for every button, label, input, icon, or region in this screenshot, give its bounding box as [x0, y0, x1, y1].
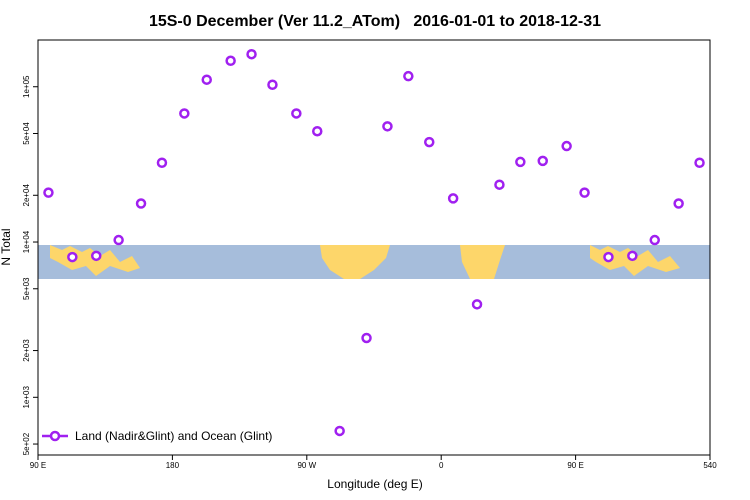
point	[334, 425, 345, 437]
x-tick-label: 180	[166, 461, 180, 470]
point	[447, 193, 459, 204]
y-tick-label: 2e+03	[22, 339, 31, 362]
y-tick-label: 1e+04	[22, 230, 31, 253]
x-tick-label: 90 W	[297, 461, 316, 470]
x-tick-label: 90 E	[567, 461, 583, 470]
point	[156, 157, 168, 168]
x-tick-label: 90 E	[30, 461, 46, 470]
y-tick-label: 5e+04	[22, 122, 31, 145]
point	[382, 121, 393, 132]
plot-frame	[37, 39, 711, 456]
point	[694, 157, 705, 168]
legend-label: Land (Nadir&Glint) and Ocean (Glint)	[75, 429, 272, 443]
point	[179, 108, 190, 119]
point	[361, 332, 372, 344]
point	[515, 156, 526, 168]
y-tick-label: 5e+03	[22, 277, 31, 300]
point	[113, 234, 124, 246]
point	[267, 79, 278, 90]
y-tick-label: 5e+02	[22, 432, 31, 455]
y-axis-label: N Total	[0, 228, 13, 265]
point	[537, 155, 548, 167]
point	[312, 125, 323, 137]
point	[201, 74, 212, 85]
point	[291, 108, 302, 119]
point	[225, 55, 236, 67]
point	[424, 136, 435, 148]
point	[246, 48, 257, 60]
land	[460, 245, 505, 279]
map-strip	[38, 245, 710, 279]
land	[590, 245, 680, 276]
point	[627, 250, 638, 262]
point	[649, 234, 660, 246]
point	[135, 198, 147, 209]
point	[561, 140, 572, 152]
x-tick-label: 540	[703, 461, 717, 470]
point	[673, 198, 684, 209]
point	[579, 187, 590, 198]
y-tick-label: 2e+04	[22, 183, 31, 206]
point	[67, 251, 78, 263]
point	[403, 70, 414, 82]
land	[320, 245, 390, 279]
point	[90, 250, 102, 262]
y-tick-label: 1e+03	[22, 386, 31, 409]
point	[494, 179, 505, 190]
chart-title: 15S-0 December (Ver 11.2_ATom) 2016-01-0…	[149, 13, 601, 30]
point	[603, 251, 614, 263]
y-tick-label: 1e+05	[22, 75, 31, 98]
x-axis-label: Longitude (deg E)	[327, 477, 422, 491]
point	[43, 187, 54, 198]
point	[471, 299, 483, 310]
x-tick-label: 0	[439, 461, 444, 470]
legend-marker	[49, 430, 61, 442]
